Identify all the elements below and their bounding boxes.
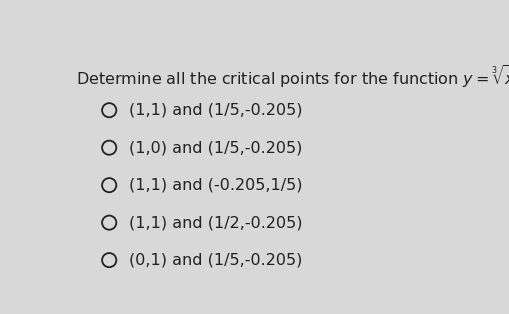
Text: (1,1) and (-0.205,1/5): (1,1) and (-0.205,1/5) xyxy=(129,178,302,193)
Text: (1,1) and (1/2,-0.205): (1,1) and (1/2,-0.205) xyxy=(129,215,302,230)
Text: (0,1) and (1/5,-0.205): (0,1) and (1/5,-0.205) xyxy=(129,253,302,268)
Text: (1,0) and (1/5,-0.205): (1,0) and (1/5,-0.205) xyxy=(129,140,302,155)
Text: Determine all the critical points for the function $y = \sqrt[3]{x^2}(2t - 1)$: Determine all the critical points for th… xyxy=(75,63,509,90)
Text: (1,1) and (1/5,-0.205): (1,1) and (1/5,-0.205) xyxy=(129,103,302,118)
